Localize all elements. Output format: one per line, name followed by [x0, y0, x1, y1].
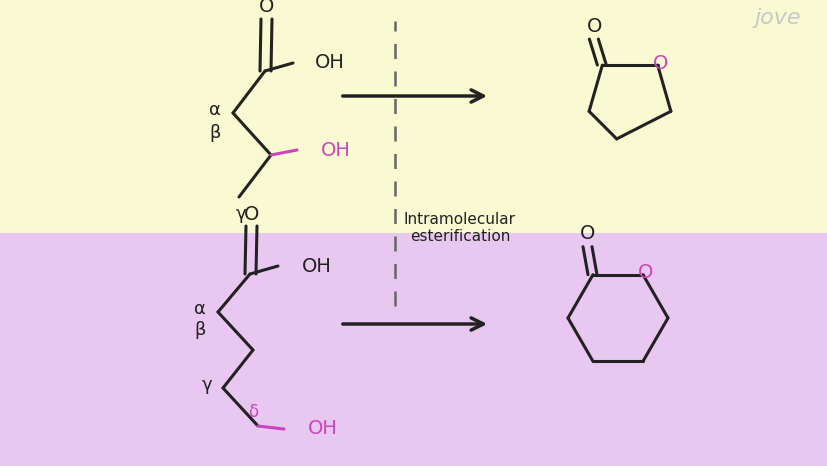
Text: O: O	[653, 54, 667, 73]
Text: OH: OH	[302, 256, 332, 275]
Text: Intramolecular
esterification: Intramolecular esterification	[404, 212, 515, 244]
Text: γ: γ	[202, 376, 212, 394]
FancyBboxPatch shape	[0, 233, 827, 466]
Text: δ: δ	[247, 403, 258, 421]
Text: OH: OH	[314, 54, 345, 73]
Text: α: α	[194, 300, 206, 318]
Text: γ: γ	[236, 205, 246, 223]
Text: O: O	[638, 263, 653, 282]
FancyBboxPatch shape	[0, 0, 827, 233]
Text: jove: jove	[753, 8, 801, 28]
Text: β: β	[209, 124, 221, 142]
Text: β: β	[194, 321, 205, 339]
Text: α: α	[208, 101, 221, 119]
Text: OH: OH	[321, 141, 351, 159]
Text: O: O	[580, 224, 595, 243]
Text: OH: OH	[308, 419, 337, 439]
Text: O: O	[244, 205, 260, 224]
Text: O: O	[586, 17, 601, 35]
Text: O: O	[259, 0, 275, 16]
